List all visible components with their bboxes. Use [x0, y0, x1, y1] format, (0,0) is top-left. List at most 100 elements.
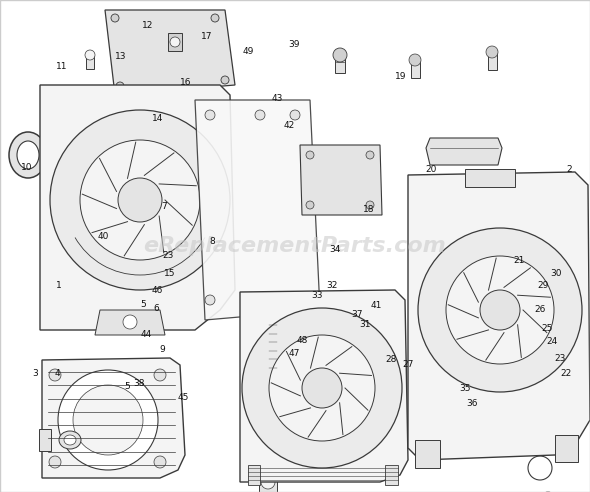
Bar [86, 55, 94, 69]
Text: 34: 34 [329, 246, 341, 254]
Circle shape [242, 308, 402, 468]
Text: 47: 47 [288, 349, 300, 358]
Circle shape [418, 228, 582, 392]
Text: 20: 20 [425, 165, 437, 174]
Bar [39, 429, 51, 451]
Circle shape [154, 369, 166, 381]
Circle shape [295, 295, 305, 305]
Circle shape [366, 201, 374, 209]
Text: 42: 42 [283, 121, 295, 130]
Text: 37: 37 [351, 310, 363, 319]
Text: 35: 35 [459, 384, 471, 393]
Text: 33: 33 [312, 291, 323, 300]
Text: 15: 15 [164, 269, 176, 277]
Polygon shape [105, 10, 235, 95]
Text: 29: 29 [537, 281, 549, 290]
Polygon shape [42, 358, 185, 478]
Circle shape [446, 256, 554, 364]
Text: 10: 10 [21, 163, 32, 172]
Circle shape [85, 50, 95, 60]
Bar [168, 33, 182, 51]
Text: 12: 12 [142, 21, 153, 30]
Text: 30: 30 [550, 269, 562, 277]
Text: 3: 3 [32, 369, 38, 378]
Text: 32: 32 [326, 281, 337, 290]
Text: 19: 19 [395, 72, 407, 81]
Text: 26: 26 [534, 306, 546, 314]
Text: 23: 23 [555, 354, 566, 363]
Circle shape [266, 311, 280, 325]
Circle shape [170, 37, 180, 47]
Text: 18: 18 [363, 205, 375, 214]
Polygon shape [40, 85, 235, 330]
Text: 14: 14 [152, 114, 164, 123]
Circle shape [154, 456, 166, 468]
Circle shape [116, 82, 124, 90]
Circle shape [118, 178, 162, 222]
Text: 41: 41 [371, 301, 382, 309]
Ellipse shape [17, 141, 39, 169]
Circle shape [306, 201, 314, 209]
Circle shape [111, 14, 119, 22]
Polygon shape [408, 172, 590, 460]
Text: 22: 22 [560, 369, 572, 378]
Circle shape [205, 295, 215, 305]
Text: 40: 40 [97, 232, 109, 241]
Polygon shape [415, 440, 440, 468]
Circle shape [49, 369, 61, 381]
Bar [348, 365, 358, 395]
Text: 31: 31 [359, 320, 371, 329]
Text: 43: 43 [271, 94, 283, 103]
Circle shape [366, 151, 374, 159]
Text: 21: 21 [513, 256, 525, 265]
Ellipse shape [9, 132, 47, 178]
Bar [268, 310, 277, 370]
Text: 25: 25 [542, 324, 553, 333]
Polygon shape [95, 310, 165, 335]
Text: 45: 45 [177, 393, 189, 402]
Circle shape [80, 140, 200, 260]
Circle shape [49, 456, 61, 468]
Text: 27: 27 [402, 360, 414, 369]
Circle shape [269, 335, 375, 441]
Circle shape [221, 76, 229, 84]
Circle shape [465, 217, 475, 227]
Polygon shape [555, 435, 578, 462]
Polygon shape [248, 465, 260, 485]
Polygon shape [385, 465, 398, 485]
Circle shape [480, 290, 520, 330]
Circle shape [255, 110, 265, 120]
Text: 1: 1 [56, 281, 62, 290]
Text: 36: 36 [466, 399, 478, 408]
Text: 38: 38 [133, 379, 145, 388]
Text: 5: 5 [124, 382, 130, 391]
Polygon shape [300, 145, 382, 215]
Bar [411, 58, 419, 78]
Text: 9: 9 [159, 345, 165, 354]
Ellipse shape [64, 435, 76, 445]
Circle shape [255, 295, 265, 305]
Bar [487, 50, 497, 70]
Circle shape [409, 54, 421, 66]
Circle shape [50, 110, 230, 290]
Text: 13: 13 [115, 52, 127, 61]
Text: 2: 2 [566, 165, 572, 174]
Text: 39: 39 [288, 40, 300, 49]
Bar [465, 169, 515, 187]
Text: 46: 46 [151, 286, 163, 295]
Text: 16: 16 [180, 78, 192, 87]
Circle shape [262, 449, 274, 461]
Polygon shape [195, 100, 320, 320]
Text: 44: 44 [140, 330, 152, 339]
Text: 24: 24 [546, 338, 558, 346]
Circle shape [306, 151, 314, 159]
Circle shape [211, 14, 219, 22]
Text: 5: 5 [140, 300, 146, 308]
Text: 8: 8 [209, 237, 215, 246]
Circle shape [333, 48, 347, 62]
Text: 11: 11 [56, 62, 68, 71]
Circle shape [345, 359, 361, 375]
Bar [258, 449, 286, 461]
Circle shape [302, 368, 342, 408]
Circle shape [261, 475, 275, 489]
